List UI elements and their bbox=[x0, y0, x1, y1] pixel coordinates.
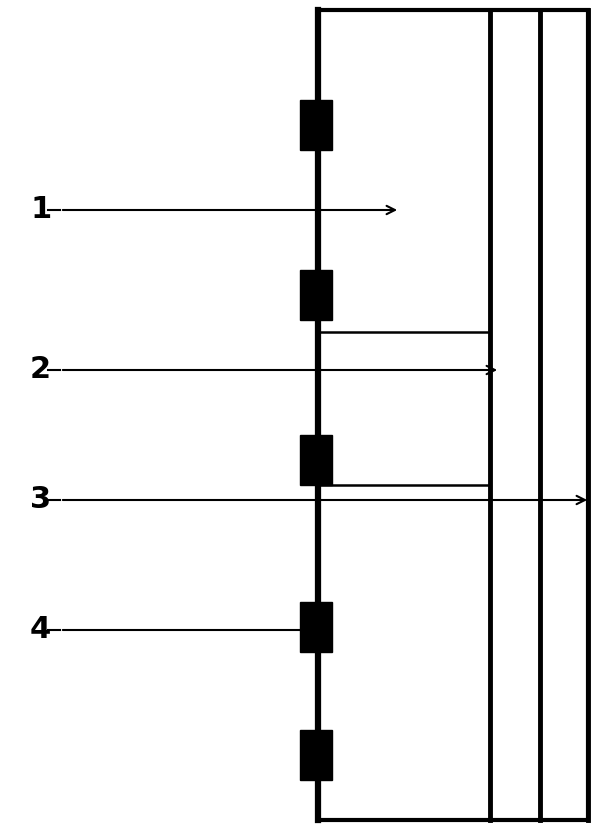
Bar bbox=[490, 10, 540, 820]
Bar bbox=[540, 10, 588, 820]
Bar bbox=[318, 10, 490, 820]
Bar bbox=[300, 602, 332, 652]
Text: 3: 3 bbox=[30, 486, 51, 515]
Text: 2: 2 bbox=[30, 355, 51, 384]
Bar bbox=[300, 435, 332, 485]
Bar bbox=[300, 100, 332, 150]
Bar bbox=[318, 10, 588, 820]
Bar bbox=[318, 10, 588, 820]
Text: 1: 1 bbox=[30, 196, 51, 224]
Text: 4: 4 bbox=[30, 616, 51, 645]
Bar bbox=[300, 270, 332, 320]
Bar bbox=[300, 730, 332, 780]
